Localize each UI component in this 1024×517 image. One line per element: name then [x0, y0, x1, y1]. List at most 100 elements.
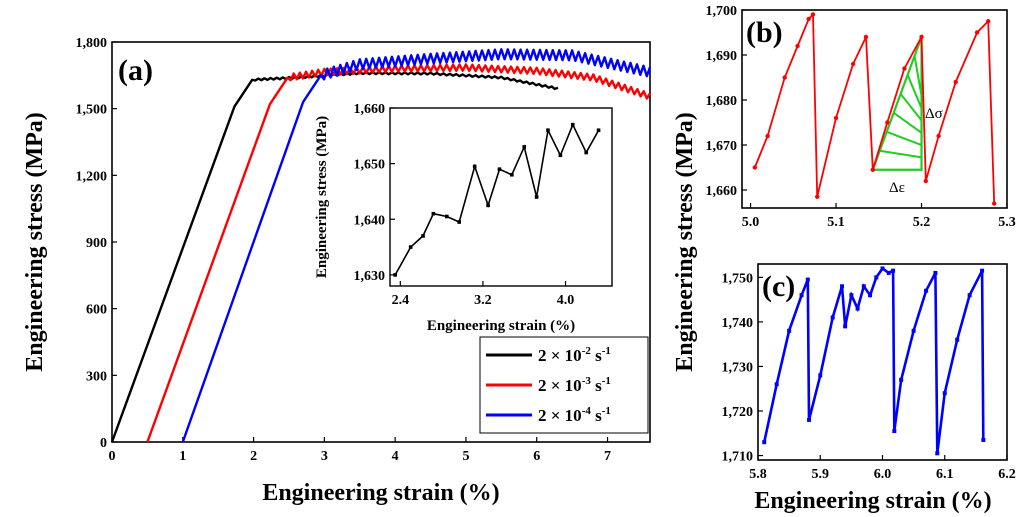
- inset-point: [431, 211, 436, 216]
- hatch-line: [906, 74, 923, 109]
- panel-b-xtick-label: 5.2: [913, 215, 931, 230]
- panel-a-ytick-label: 1,200: [76, 169, 108, 184]
- inset-ytick-label: 1,640: [354, 213, 386, 228]
- inset-point: [486, 203, 490, 208]
- panel-c-point: [818, 373, 823, 378]
- hatched-triangle: [871, 36, 923, 171]
- inset-xtick-label: 4.0: [557, 293, 575, 308]
- inset-point: [497, 167, 502, 171]
- panel-a-xtick-label: 4: [392, 449, 399, 464]
- panel-c-ytick-label: 1,750: [722, 271, 754, 286]
- panel-a-ytick-label: 600: [86, 303, 107, 318]
- panel-a-ytick-label: 300: [86, 369, 107, 384]
- inset-point: [408, 245, 413, 249]
- panel-a-label: (a): [118, 54, 153, 87]
- inset-point: [472, 164, 477, 169]
- panel-c-point: [843, 324, 848, 329]
- delta-epsilon-label: Δε: [889, 180, 905, 196]
- legend-entry-0: 2 × 10-2 s-1: [538, 345, 611, 365]
- panel-c-point: [787, 328, 792, 333]
- panel-b-point: [985, 19, 991, 24]
- panel-b-point: [795, 43, 800, 49]
- panel-a-xtick-label: 6: [533, 449, 540, 464]
- panel-b-point: [991, 201, 997, 206]
- panel-c-label: (c): [762, 270, 795, 303]
- inset-point: [457, 220, 461, 224]
- panel-a: (a) 0 1 2 3 4 5 6 7 0 300 600 900 1,200 1,500 1,800 En…: [22, 36, 652, 506]
- panel-c-point: [911, 328, 916, 333]
- hatch-line: [886, 130, 922, 147]
- panel-b-line: [753, 12, 996, 204]
- panel-b-ytick-label: 1,670: [706, 139, 738, 154]
- panel-b-point: [923, 178, 928, 184]
- panel-a-xlabel: Engineering strain (%): [262, 480, 499, 506]
- inset-chart: 2.4 3.2 4.0 1,630 1,640 1,650 1,660 Engineerin…: [314, 102, 613, 334]
- panel-b-point: [919, 34, 924, 40]
- panel-b-label: (b): [746, 16, 783, 49]
- hatch-line: [893, 112, 923, 134]
- panel-b: (b) 5.0 5.1 5.2 5.3 1,660 1,670 1,680 1,690 1,70…: [706, 4, 1016, 230]
- panel-c-point: [880, 266, 885, 271]
- panel-c-point: [840, 284, 845, 289]
- panel-c-point: [892, 429, 897, 434]
- panel-c-point: [774, 382, 779, 387]
- panel-c-xtick-label: 6.2: [998, 467, 1016, 482]
- inset-ytick-label: 1,660: [354, 102, 386, 117]
- inset-point: [510, 172, 514, 177]
- inset-frame: [389, 107, 613, 287]
- panel-c-point: [980, 268, 985, 273]
- panel-c-ytick-label: 1,710: [722, 450, 754, 465]
- panel-c-point: [935, 451, 940, 456]
- panel-c-point: [830, 315, 835, 320]
- panel-b-point: [885, 120, 890, 125]
- inset-point: [596, 128, 601, 133]
- panel-c-point: [805, 277, 810, 282]
- panel-c-point: [942, 391, 947, 396]
- panel-c-ylabel: Engineering stress (MPa): [672, 112, 698, 372]
- inset-ytick-label: 1,650: [354, 158, 386, 173]
- series-2e-4-line: [181, 48, 652, 443]
- panel-c-point: [899, 377, 904, 382]
- panel-a-ytick-label: 0: [100, 436, 107, 451]
- inset-point: [393, 273, 397, 277]
- panel-b-xtick-label: 5.3: [998, 215, 1016, 230]
- panel-c-point: [967, 293, 972, 298]
- inset-xlabel: Engineering strain (%): [427, 318, 575, 334]
- panel-a-xtick-label: 1: [179, 449, 186, 464]
- panel-c-xtick-label: 6.0: [874, 467, 892, 482]
- panel-c-point: [807, 417, 812, 422]
- panel-b-point: [953, 79, 958, 85]
- panel-c-point: [955, 337, 960, 342]
- hatch-line: [879, 149, 922, 159]
- panel-c-point: [849, 293, 854, 298]
- panel-c-point: [868, 293, 873, 298]
- panel-b-point: [850, 61, 856, 67]
- panel-b-xtick-label: 5.1: [827, 215, 845, 230]
- panel-c-point: [933, 270, 938, 275]
- panel-b-point: [815, 194, 820, 199]
- panel-a-xtick-label: 3: [321, 449, 328, 464]
- hatch-line: [913, 55, 923, 96]
- panel-c-xtick-label: 6.1: [936, 467, 954, 482]
- panel-c-point: [981, 437, 986, 442]
- panel-b-point: [752, 165, 758, 170]
- panel-b-ytick-label: 1,660: [706, 184, 738, 199]
- panel-c-line: [762, 266, 985, 454]
- inset-point: [584, 150, 588, 155]
- panel-b-ytick-label: 1,680: [706, 94, 738, 109]
- panel-c-point: [891, 268, 896, 273]
- series-2e-3-line: [146, 63, 652, 443]
- inset-point: [522, 145, 527, 149]
- panel-c-xlabel: Engineering strain (%): [754, 488, 991, 514]
- panel-b-frame: [741, 9, 1008, 209]
- panel-a-ytick-label: 900: [86, 236, 107, 251]
- panel-a-xtick-label: 5: [462, 449, 469, 464]
- panel-c-point: [861, 284, 866, 289]
- panel-b-xtick-label: 5.0: [742, 215, 760, 230]
- panel-b-point: [863, 34, 869, 40]
- panel-b-point: [833, 115, 839, 121]
- hatch-triangle: [871, 36, 923, 171]
- inset-ytick-label: 1,630: [354, 269, 386, 284]
- inset-xtick-label: 3.2: [474, 293, 492, 308]
